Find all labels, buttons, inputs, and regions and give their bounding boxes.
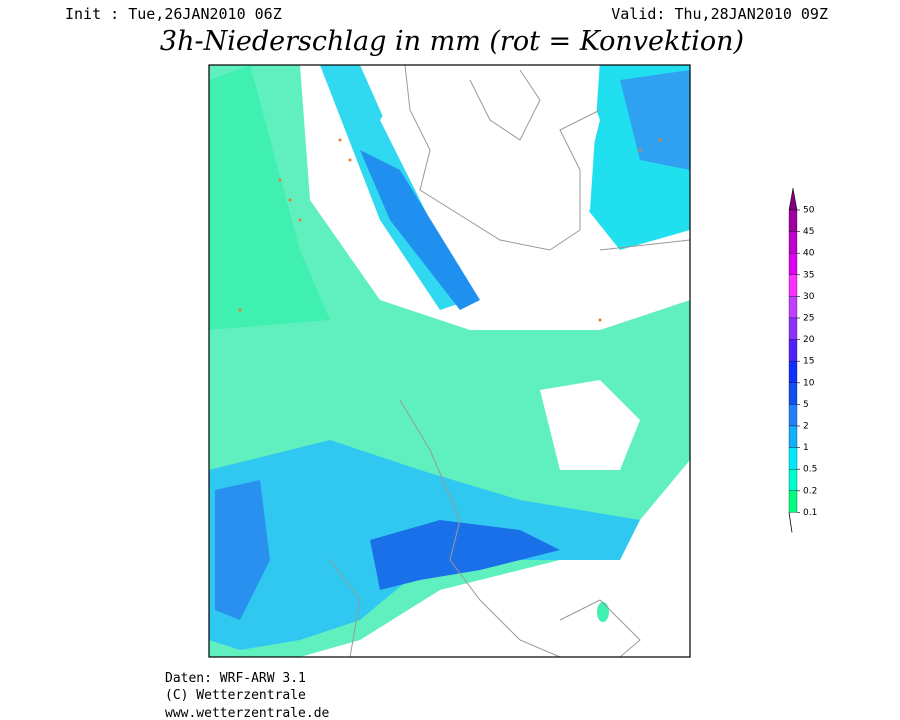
- footer-copyright: (C) Wetterzentrale: [165, 688, 306, 703]
- colorbar-label: 0.2: [803, 486, 817, 496]
- colorbar-label: 50: [803, 206, 815, 216]
- precip-area: [620, 70, 690, 170]
- dry-area: [380, 65, 600, 280]
- colorbar-label: 10: [803, 378, 815, 388]
- colorbar-segment: [788, 317, 798, 340]
- colorbar-segment: [788, 447, 798, 470]
- colorbar-label: 25: [803, 314, 814, 324]
- colorbar-label: 45: [803, 227, 814, 237]
- dry-area: [540, 380, 640, 470]
- colorbar-label: 2: [803, 422, 809, 432]
- colorbar-label: 40: [803, 249, 815, 259]
- precip-spot: [597, 602, 609, 622]
- precip-band: [360, 150, 480, 310]
- map: [208, 64, 691, 658]
- colorbar-label: 35: [803, 270, 814, 280]
- precip-area: [209, 65, 330, 330]
- colorbar-segment: [788, 339, 798, 362]
- colorbar-segment: [788, 296, 798, 319]
- footer-url: www.wetterzentrale.de: [165, 706, 330, 720]
- precip-core: [215, 480, 270, 620]
- colorbar-segment: [788, 274, 798, 297]
- map-frame: [208, 64, 691, 658]
- colorbar-segment: [788, 361, 798, 383]
- colorbar-segment: [788, 209, 798, 232]
- colorbar-label: 20: [803, 335, 815, 345]
- colorbar-label: 0.1: [803, 508, 817, 518]
- valid-time: Valid: Thu,28JAN2010 09Z: [611, 5, 828, 23]
- colorbar-segment: [788, 469, 798, 491]
- borders: [329, 65, 690, 657]
- map-title: 3h-Niederschlag in mm (rot = Konvektion): [160, 26, 744, 57]
- colorbar: 50 45 40 35 30 25 20 15 10 5 2 1 0.5 0.2 0.1: [788, 187, 817, 533]
- colorbar-label: 30: [803, 292, 815, 302]
- init-time: Init : Tue,26JAN2010 06Z: [65, 5, 282, 23]
- colorbar-label: 0.5: [803, 465, 817, 475]
- colorbar-label: 1: [803, 443, 809, 453]
- colorbar-segment: [788, 425, 798, 448]
- colorbar-segment: [788, 404, 798, 427]
- colorbar-label: 15: [803, 357, 814, 367]
- colorbar-tail: [788, 512, 793, 533]
- dry-area: [480, 560, 690, 657]
- colorbar-segment: [788, 231, 798, 254]
- colorbar-segment: [788, 253, 798, 275]
- convection-dots: [238, 138, 662, 322]
- colorbar-label: 5: [803, 400, 809, 410]
- precip-field: [209, 65, 690, 657]
- colorbar-segment: [788, 490, 798, 513]
- footer-data: Daten: WRF-ARW 3.1: [165, 671, 306, 686]
- precip-core: [370, 520, 560, 590]
- colorbar-segment: [788, 382, 798, 405]
